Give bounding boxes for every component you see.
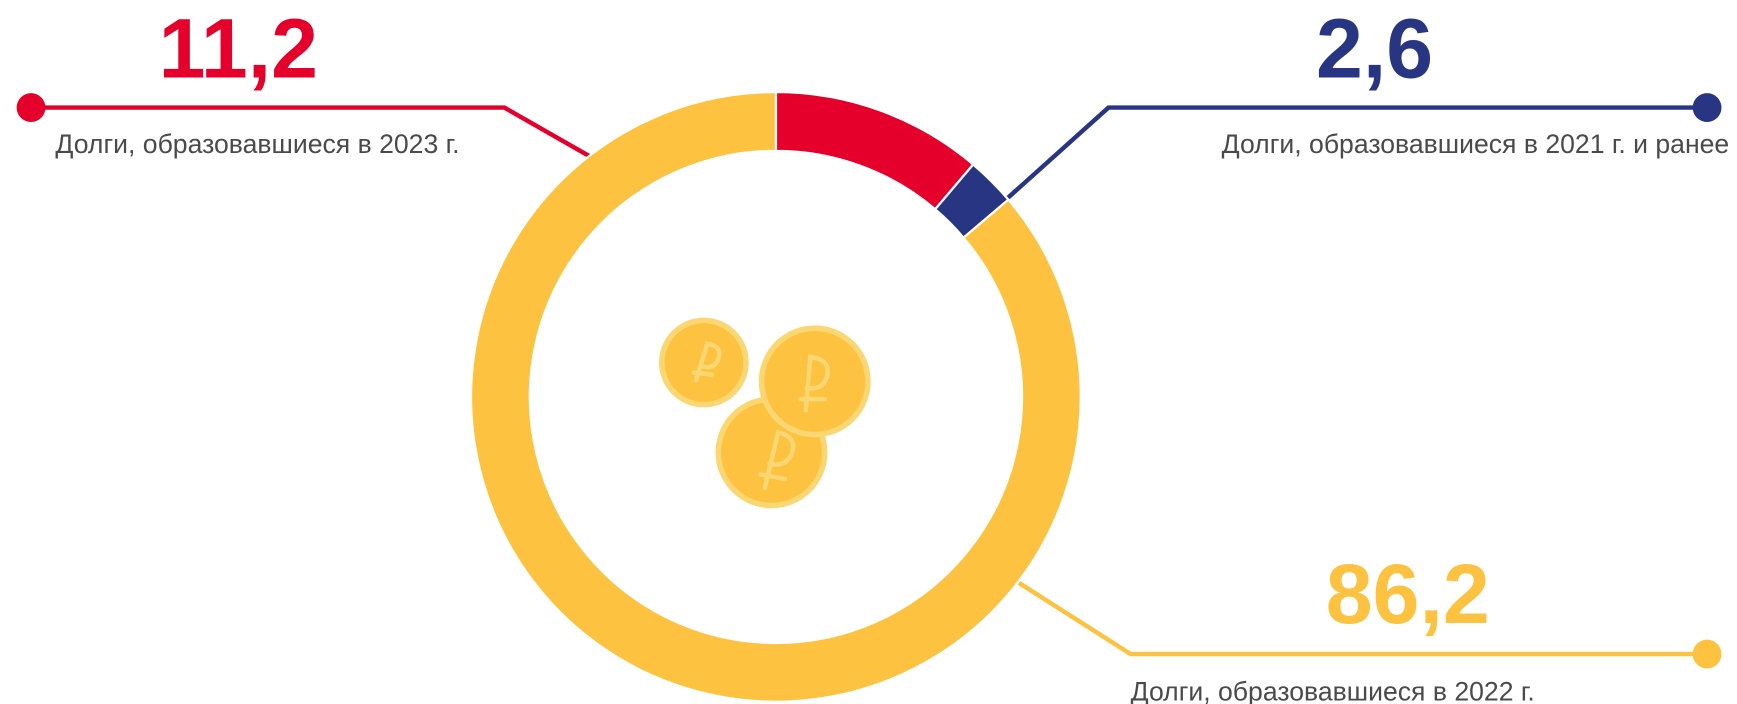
connector-dot [1692,639,1722,669]
category-label: Долги, образовавшиеся в 2022 г. [1131,677,1535,704]
value-label: 86,2 [1326,547,1490,641]
connectors [16,93,1722,669]
category-label: Долги, образовавшиеся в 2023 г. [55,129,459,159]
connector-dot [16,93,46,122]
connector-dot [1692,93,1722,122]
connector-line [988,105,1708,216]
coins [658,317,871,509]
category-label: Долги, образовавшиеся в 2021 г. и ранее [1222,129,1730,159]
donut-slice [774,90,975,211]
donut-slice [470,90,1082,703]
value-label: 2,6 [1316,2,1433,96]
connector-line [31,105,591,159]
connector-line [1016,580,1708,657]
value-label: 11,2 [159,2,318,96]
